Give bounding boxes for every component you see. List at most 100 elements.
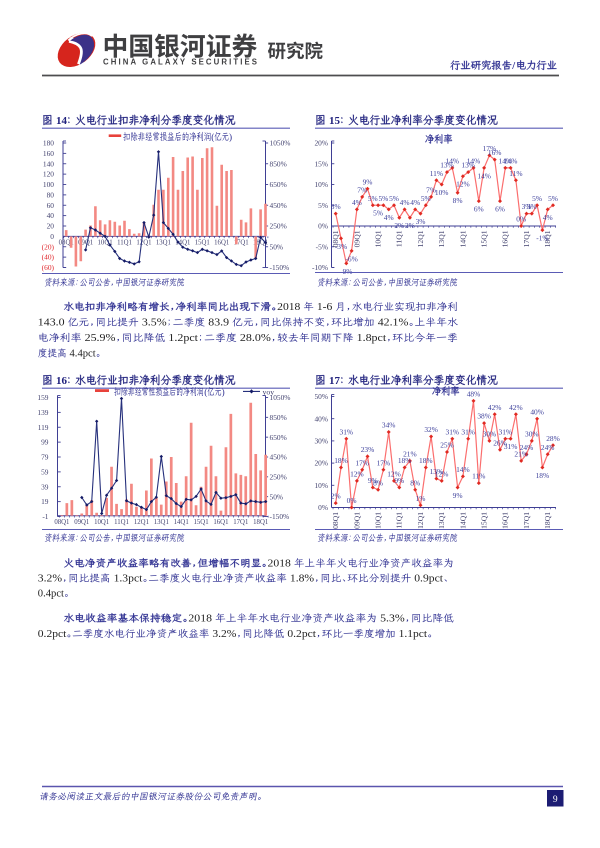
svg-text:3.2%: 3.2%: [38, 573, 62, 584]
svg-text:50%: 50%: [314, 392, 328, 401]
svg-text:31%: 31%: [340, 427, 354, 436]
svg-text:10Q1: 10Q1: [374, 230, 383, 247]
svg-text:18Q1: 18Q1: [253, 519, 268, 526]
svg-text:99: 99: [41, 438, 49, 447]
svg-text:50%: 50%: [270, 242, 284, 251]
svg-text:32%: 32%: [424, 425, 438, 434]
svg-text:17Q1: 17Q1: [233, 519, 248, 526]
svg-text:59: 59: [41, 467, 49, 476]
svg-text:14Q1: 14Q1: [174, 519, 189, 526]
svg-text:2%: 2%: [394, 221, 404, 230]
svg-text:1050%: 1050%: [270, 393, 291, 402]
svg-text:0.4pct: 0.4pct: [38, 589, 64, 600]
svg-text:19: 19: [41, 497, 49, 506]
svg-text:9%: 9%: [453, 491, 463, 500]
svg-text:14%: 14%: [446, 157, 460, 166]
svg-text:-5%: -5%: [316, 242, 328, 251]
svg-text:5%: 5%: [318, 201, 328, 210]
svg-text:140: 140: [43, 159, 54, 168]
svg-text:4%: 4%: [384, 213, 394, 222]
svg-text:11Q1: 11Q1: [114, 519, 129, 526]
svg-text:4%: 4%: [352, 198, 362, 207]
svg-text:14%: 14%: [504, 157, 518, 166]
svg-text:31%: 31%: [504, 442, 518, 451]
svg-text:17%: 17%: [377, 458, 391, 467]
svg-text:16%: 16%: [488, 148, 502, 157]
svg-text:21%: 21%: [514, 449, 528, 458]
svg-text:5%: 5%: [389, 194, 399, 203]
svg-text:5.3%: 5.3%: [377, 613, 405, 624]
svg-text:39: 39: [41, 482, 49, 491]
svg-text:16: 16: [53, 375, 67, 387]
svg-text:0%: 0%: [318, 222, 328, 231]
svg-text:450%: 450%: [270, 453, 287, 462]
svg-text:42.1%: 42.1%: [375, 317, 409, 328]
svg-text:0%: 0%: [347, 496, 357, 505]
svg-text:18%: 18%: [334, 456, 348, 465]
svg-text:10%: 10%: [435, 188, 449, 197]
svg-text:14Q1: 14Q1: [175, 240, 190, 247]
svg-text:79: 79: [41, 453, 49, 462]
svg-text:3%: 3%: [416, 217, 426, 226]
svg-text:17Q1: 17Q1: [522, 230, 531, 247]
svg-text:17%: 17%: [355, 458, 369, 467]
svg-text:5%: 5%: [368, 194, 378, 203]
svg-text:(: (: [204, 387, 207, 397]
svg-text:18Q1: 18Q1: [253, 240, 268, 247]
svg-text:28%: 28%: [546, 434, 560, 443]
svg-text:18Q1: 18Q1: [543, 512, 552, 529]
svg-text:12Q1: 12Q1: [136, 240, 151, 247]
svg-text:42%: 42%: [488, 403, 502, 412]
svg-text:17Q1: 17Q1: [234, 240, 249, 247]
svg-text:17%: 17%: [483, 144, 497, 153]
svg-text:120: 120: [43, 170, 54, 179]
svg-text:1%: 1%: [416, 494, 426, 503]
svg-text:13%: 13%: [440, 161, 454, 170]
svg-text:38%: 38%: [477, 412, 491, 421]
svg-text:0%: 0%: [318, 503, 328, 512]
svg-text:31%: 31%: [446, 427, 460, 436]
svg-text:850%: 850%: [270, 159, 287, 168]
svg-text:30%: 30%: [525, 430, 539, 439]
svg-text:9: 9: [553, 795, 558, 805]
svg-text:18%: 18%: [536, 471, 550, 480]
svg-text:12%: 12%: [387, 469, 401, 478]
svg-text:31%: 31%: [461, 427, 475, 436]
svg-text:9%: 9%: [368, 476, 378, 485]
svg-text:12%: 12%: [435, 469, 449, 478]
svg-text:09Q1: 09Q1: [78, 240, 93, 247]
svg-text:14%: 14%: [456, 465, 470, 474]
svg-text:16Q1: 16Q1: [501, 512, 510, 529]
svg-text:9%: 9%: [394, 476, 404, 485]
svg-text:12Q1: 12Q1: [416, 230, 425, 247]
svg-text:15Q1: 15Q1: [480, 230, 489, 247]
svg-text:15Q1: 15Q1: [194, 519, 209, 526]
svg-text:15: 15: [326, 115, 340, 127]
svg-text:1.3pct: 1.3pct: [111, 573, 144, 584]
svg-text:14%: 14%: [467, 157, 481, 166]
svg-text:1.8%: 1.8%: [287, 573, 314, 584]
svg-text:50%: 50%: [270, 492, 284, 501]
svg-text:14: 14: [53, 115, 67, 127]
svg-text:2%: 2%: [331, 492, 341, 501]
svg-text:0%: 0%: [516, 215, 526, 224]
svg-text:08Q1: 08Q1: [59, 240, 74, 247]
svg-text:250%: 250%: [270, 472, 287, 481]
svg-text:yoy: yoy: [263, 388, 275, 397]
svg-text:9%: 9%: [363, 177, 373, 186]
svg-text:): ): [222, 387, 225, 397]
svg-text:0: 0: [50, 232, 54, 241]
svg-text:40%: 40%: [530, 407, 544, 416]
svg-text:10%: 10%: [314, 180, 328, 189]
svg-text:23%: 23%: [361, 445, 375, 454]
svg-text:09Q1: 09Q1: [352, 230, 361, 247]
svg-text:3%: 3%: [522, 202, 532, 211]
svg-text:-150%: -150%: [270, 512, 290, 521]
svg-text:18Q1: 18Q1: [543, 230, 552, 247]
svg-text:17Q1: 17Q1: [522, 512, 531, 529]
svg-text:(20): (20): [42, 242, 55, 251]
svg-text:4%: 4%: [400, 198, 410, 207]
svg-text:24%: 24%: [520, 443, 534, 452]
svg-text:CHINA GALAXY SECURITIES: CHINA GALAXY SECURITIES: [103, 57, 257, 66]
svg-text:180: 180: [43, 139, 54, 148]
